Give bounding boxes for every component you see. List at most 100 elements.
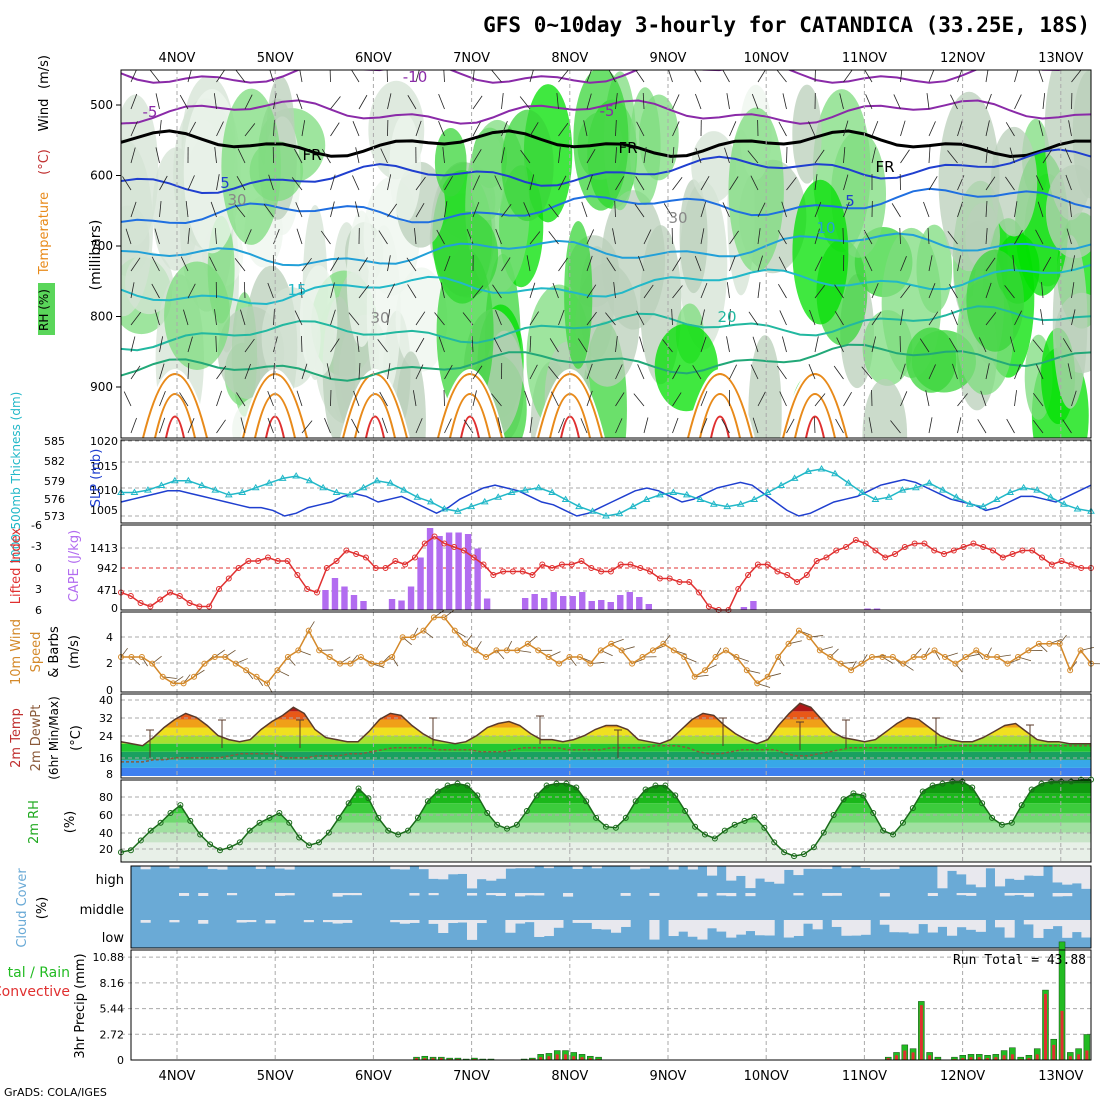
rh-shade <box>792 179 849 325</box>
cloud-gap <box>409 920 420 923</box>
date-label-top: 5NOV <box>257 51 294 66</box>
cloud-gap <box>697 893 708 897</box>
warm-pocket <box>140 369 210 438</box>
wind-speed-point <box>973 647 980 654</box>
wind-barb <box>1059 634 1067 645</box>
thickness-point <box>400 486 408 493</box>
rh2m-point <box>385 827 392 834</box>
wind-speed-point <box>889 654 896 660</box>
wind-barb <box>671 309 673 326</box>
wind-barb <box>436 229 445 245</box>
cloud-gap <box>495 866 506 879</box>
rh-band <box>121 832 1091 843</box>
wind-barb <box>527 635 538 645</box>
lifted-index-point <box>215 586 222 592</box>
cloud-gap <box>1023 866 1034 876</box>
wind-speed-point <box>597 647 604 654</box>
wind-barb <box>586 229 595 245</box>
rh2m-line <box>120 778 1091 857</box>
y-tick-label: 2 <box>106 657 113 670</box>
cloud-gap <box>342 893 353 896</box>
y-tick-label: 900 <box>90 380 113 394</box>
lifted-index-point <box>666 575 673 582</box>
thickness-point <box>817 465 826 472</box>
wind-barb <box>151 256 160 272</box>
cloud-gap <box>889 866 900 869</box>
wind-barb <box>415 202 425 218</box>
wind-barb <box>757 202 766 218</box>
wind-barb <box>444 364 453 380</box>
convective-axis-label: Convective <box>0 984 70 1000</box>
wind-barb <box>1062 419 1072 434</box>
cloud-gap <box>323 920 334 923</box>
thickness-point <box>548 488 556 495</box>
rh2m-point <box>969 784 976 791</box>
y-tick-label-right: 1015 <box>90 460 118 473</box>
wind-barb <box>586 390 593 407</box>
lifted-index-point <box>431 533 438 540</box>
wind-speed-point <box>1046 640 1053 647</box>
wind-barb <box>472 149 482 164</box>
wind-barb <box>928 147 931 164</box>
wind-barb <box>868 417 873 434</box>
rh2m-point <box>800 851 807 858</box>
lifted-index-point <box>186 600 193 606</box>
temp-contour <box>437 373 503 438</box>
lifted-index-point <box>588 565 595 571</box>
wind-barb <box>120 647 128 658</box>
wind-barb <box>747 150 759 164</box>
wind-barb <box>672 364 681 380</box>
cloud-gap <box>803 920 814 924</box>
cloud-gap <box>179 893 190 896</box>
wind-speed-point <box>1067 667 1074 674</box>
y-tick-label-right: 0 <box>111 602 118 615</box>
y-tick-label: 2.72 <box>100 1028 125 1041</box>
wind-barb <box>778 256 787 272</box>
wind-axis-label-1: 10m Wind <box>9 619 24 685</box>
wind-barb <box>928 70 935 83</box>
wind-barb <box>928 255 933 272</box>
lifted-index-point <box>931 547 938 554</box>
wind-barb <box>423 630 434 639</box>
lifted-index-point <box>294 572 301 578</box>
rh2m-point <box>177 802 184 809</box>
y-tick-label: 24 <box>99 730 113 743</box>
rh2m-point <box>207 841 214 848</box>
wind-barb <box>957 417 962 434</box>
wind-barb <box>155 147 160 164</box>
wind-speed-point <box>451 627 458 634</box>
temp-band <box>121 703 1091 712</box>
lifted-index-point <box>705 603 712 610</box>
lifted-index-point <box>794 579 801 585</box>
rh2m-point <box>563 780 570 787</box>
wind-barb <box>180 256 189 272</box>
wind-barb <box>352 175 360 191</box>
rh2m-point <box>523 808 530 815</box>
y-tick-label: 0 <box>117 1054 124 1067</box>
wind-speed-point <box>305 627 312 634</box>
rh-shade <box>564 220 593 369</box>
wind-barb <box>814 149 825 164</box>
wind-barb <box>187 175 195 191</box>
contour-label: 30 <box>668 209 687 227</box>
date-label-bottom: 10NOV <box>744 1069 789 1084</box>
wind-barb <box>415 120 422 137</box>
wind-barb <box>558 417 565 434</box>
wind-axis-label-3: & Barbs <box>47 626 62 678</box>
wind-barb <box>159 336 164 353</box>
lifted-index-point <box>617 561 624 568</box>
wind-barb <box>948 284 958 299</box>
lifted-index-point <box>490 572 497 578</box>
date-label-bottom: 7NOV <box>453 1069 490 1084</box>
wind-speed-point <box>702 667 709 674</box>
wind-barb <box>387 363 391 380</box>
wind-barb <box>928 283 936 299</box>
cloud-gap <box>918 920 929 925</box>
y-tick-label: 40 <box>99 827 113 840</box>
wind-barb <box>387 203 398 218</box>
rh2m-point <box>137 837 144 844</box>
wind-speed-point <box>733 654 740 660</box>
cloud-gap <box>1004 866 1015 879</box>
wind-barb <box>985 363 990 380</box>
cloud-gap <box>572 866 583 869</box>
